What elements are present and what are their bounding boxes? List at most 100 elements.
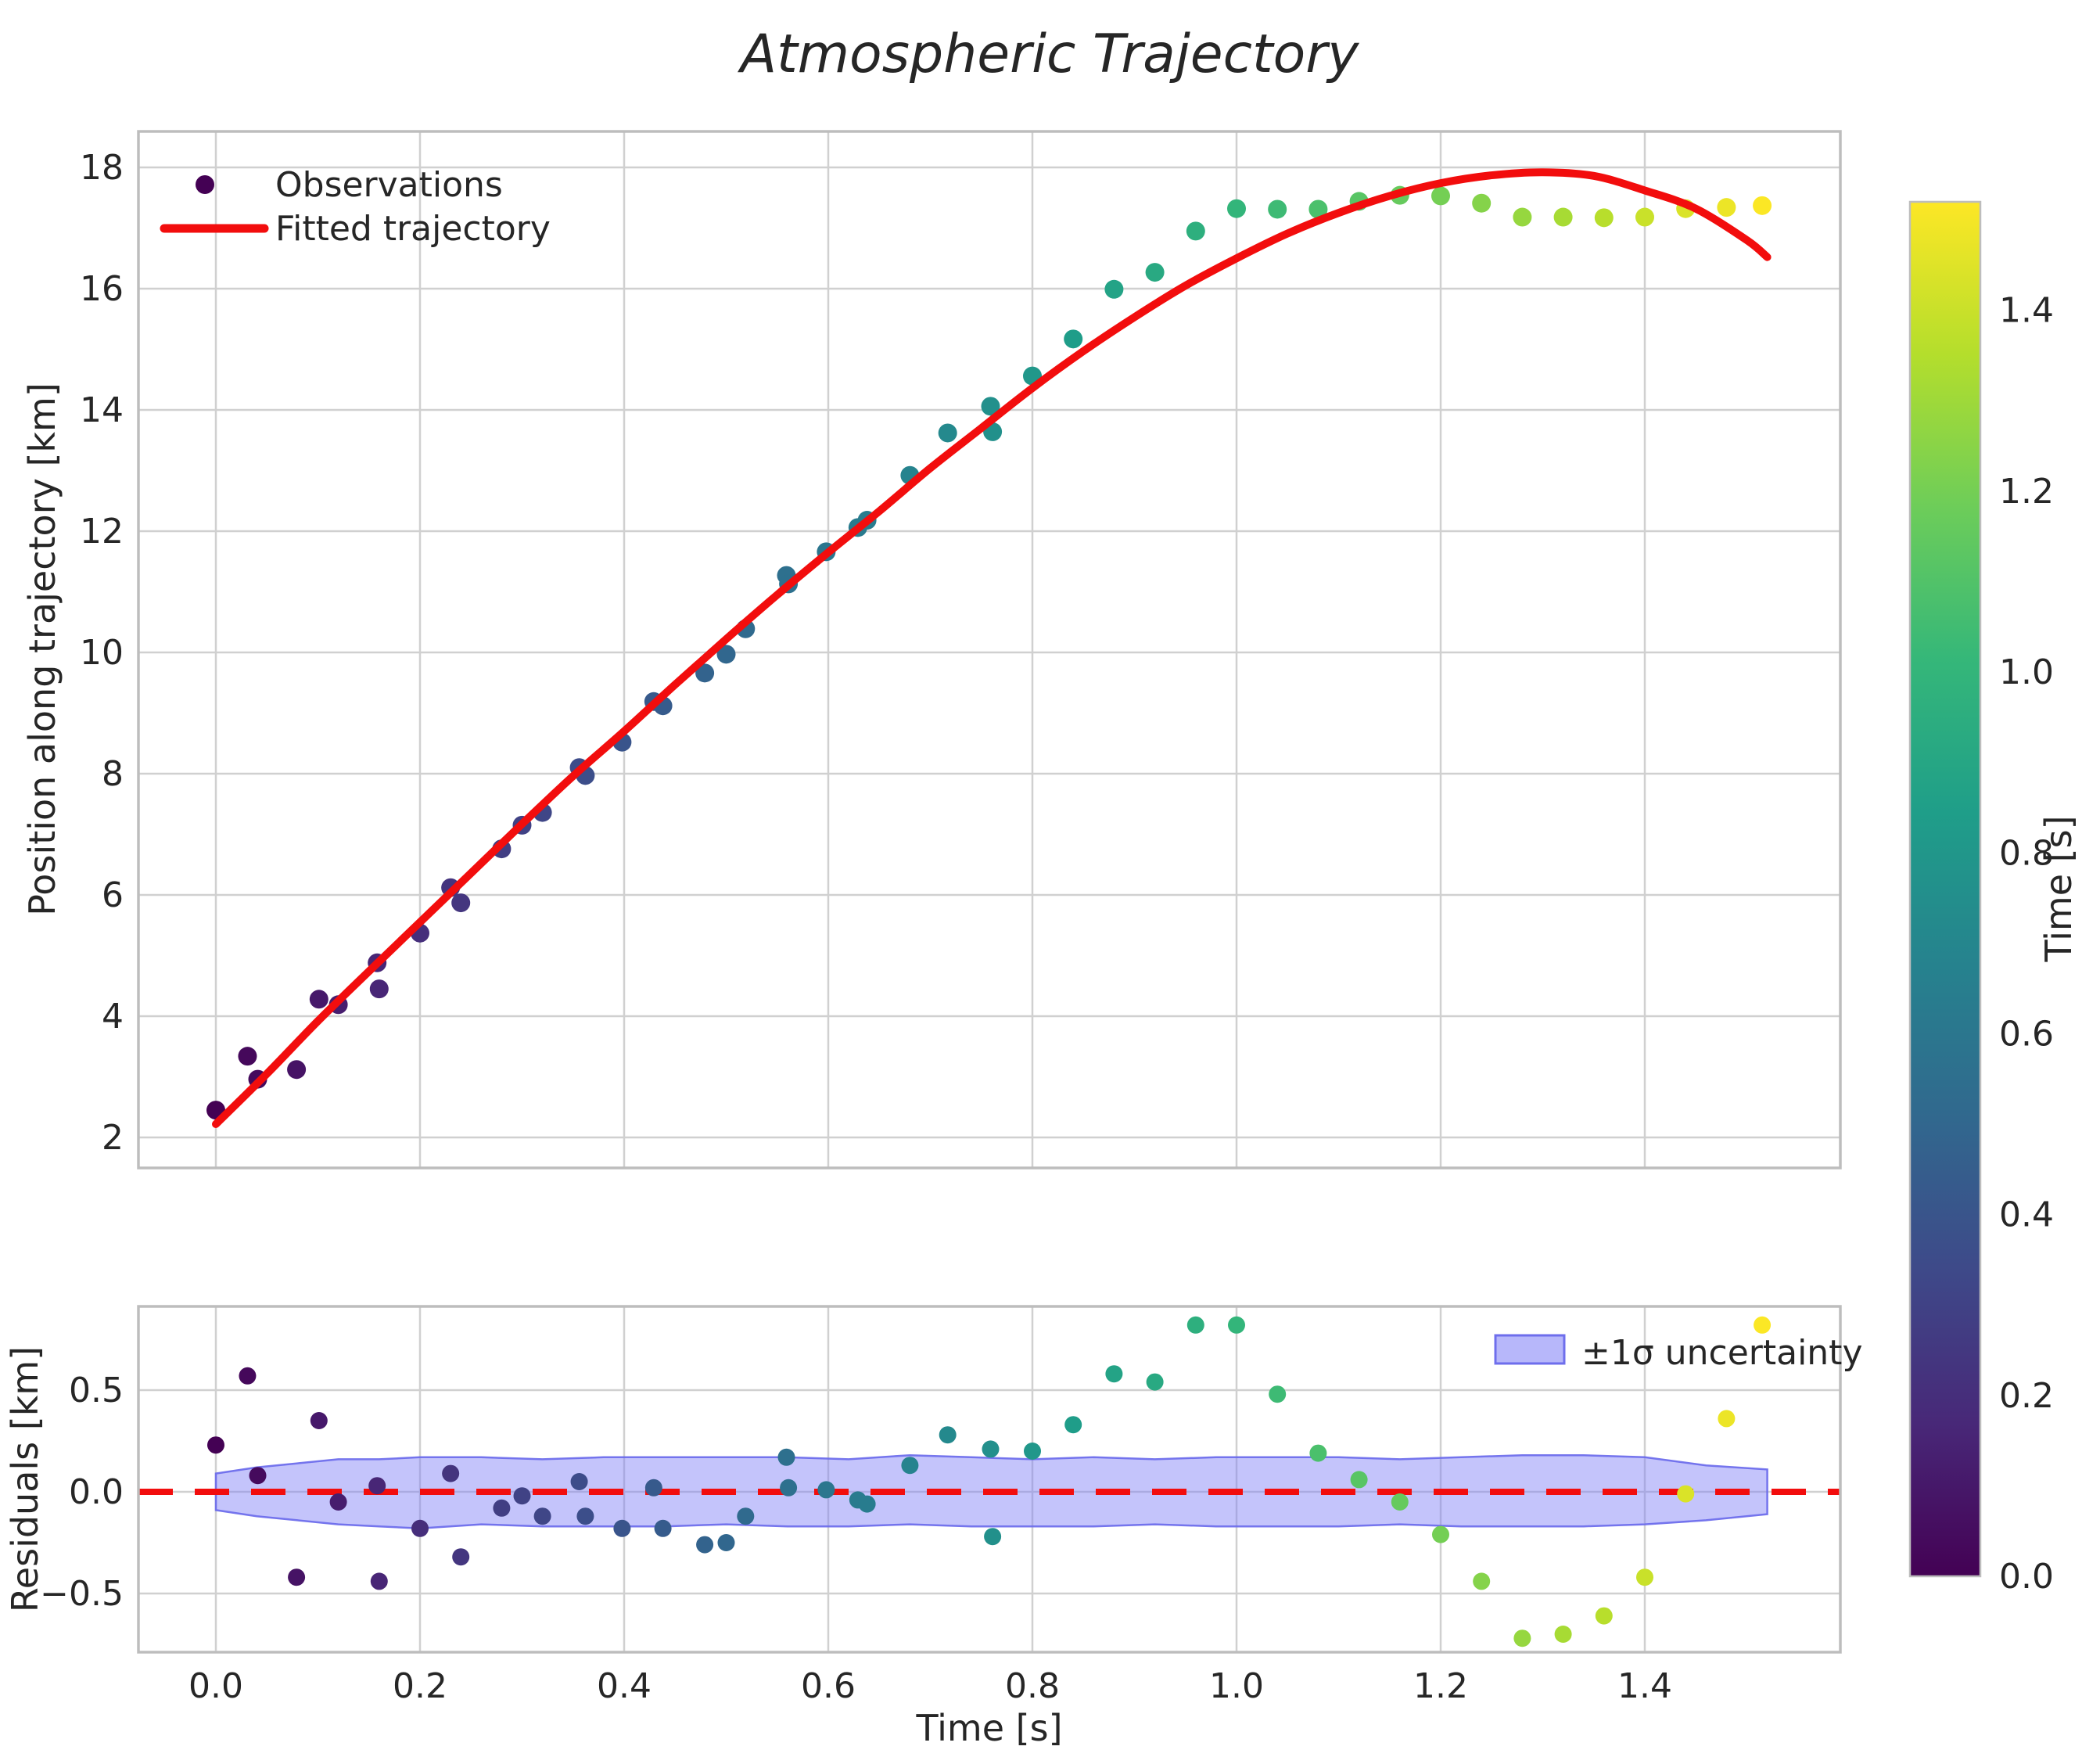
- colorbar-gradient: [1908, 200, 1982, 1578]
- residual-point: [329, 1493, 347, 1511]
- residual-point: [570, 1473, 588, 1490]
- residual-point: [1064, 1416, 1082, 1434]
- residual-point: [1513, 1629, 1531, 1647]
- observation-point: [1717, 198, 1736, 217]
- colorbar-tick-label: 0.6: [1999, 1014, 2054, 1054]
- main-y-tick-label: 4: [102, 997, 124, 1037]
- main-y-tick-label: 12: [80, 512, 124, 552]
- residual-point: [249, 1467, 267, 1485]
- x-axis-label: Time [s]: [915, 1707, 1062, 1749]
- colorbar-tick-label: 1.0: [1999, 652, 2054, 692]
- residual-point: [777, 1448, 795, 1466]
- main-y-tick-label: 10: [80, 633, 124, 673]
- residual-point: [442, 1464, 460, 1482]
- observation-point: [1635, 207, 1654, 227]
- residual-y-tick-label: 0.5: [69, 1371, 124, 1410]
- residual-point: [644, 1479, 662, 1497]
- residual-y-tick-label: 0.0: [69, 1472, 124, 1512]
- observation-point: [1186, 221, 1205, 241]
- observation-point: [1308, 199, 1328, 219]
- legend-observations-label: Observations: [275, 165, 503, 205]
- residual-point: [1677, 1485, 1695, 1503]
- colorbar-tick-label: 1.2: [1999, 472, 2054, 512]
- residual-point: [1269, 1385, 1287, 1403]
- observation-point: [1227, 199, 1246, 218]
- colorbar-tick-label: 0.8: [1999, 833, 2054, 873]
- main-y-tick-label: 2: [102, 1118, 124, 1158]
- residual-point: [901, 1457, 919, 1475]
- colorbar-tick-label: 0.4: [1999, 1195, 2054, 1235]
- residual-point: [370, 1572, 388, 1590]
- residual-point: [239, 1367, 257, 1385]
- residual-point: [817, 1481, 835, 1499]
- residual-point: [939, 1426, 957, 1444]
- residual-point: [1595, 1607, 1613, 1625]
- x-tick-label: 0.0: [188, 1666, 243, 1706]
- legend-band-swatch: [1494, 1334, 1566, 1365]
- observation-point: [1268, 199, 1287, 219]
- main-plot-grid: [138, 131, 1840, 1168]
- observation-point: [1064, 329, 1083, 349]
- main-y-tick-label: 6: [102, 875, 124, 915]
- fitted-trajectory-line: [212, 168, 1772, 1128]
- residual-point: [1024, 1443, 1041, 1460]
- x-tick-label: 0.8: [1005, 1666, 1060, 1706]
- x-tick-label: 1.2: [1413, 1666, 1468, 1706]
- residual-point: [696, 1536, 714, 1554]
- main-legend: Observations Fitted trajectory: [160, 165, 551, 249]
- residual-point: [1105, 1365, 1123, 1383]
- legend-fitted-label: Fitted trajectory: [275, 209, 551, 249]
- colorbar: [1908, 200, 1982, 1578]
- observation-point: [309, 990, 328, 1009]
- residual-legend: ±1σ uncertainty: [1494, 1333, 1862, 1373]
- main-y-axis-label: Position along trajectory [km]: [21, 383, 63, 916]
- residual-point: [533, 1507, 551, 1525]
- x-tick-label: 0.4: [597, 1666, 652, 1706]
- observation-point: [1753, 196, 1772, 215]
- colorbar-tick-label: 1.4: [1999, 291, 2054, 331]
- observation-point: [1594, 208, 1614, 228]
- residual-point: [1554, 1626, 1572, 1643]
- residual-plot-spine: [137, 1305, 1842, 1654]
- residual-point: [858, 1495, 876, 1513]
- residual-point: [1228, 1316, 1245, 1334]
- observation-point: [287, 1060, 307, 1080]
- residual-point: [576, 1507, 594, 1525]
- residual-point: [1754, 1316, 1772, 1334]
- residual-point: [452, 1548, 470, 1566]
- x-tick-label: 1.0: [1209, 1666, 1264, 1706]
- residual-point: [1636, 1568, 1653, 1586]
- residual-point: [613, 1519, 631, 1537]
- x-tick-label: 0.6: [801, 1666, 856, 1706]
- uncertainty-band-layer: [138, 1453, 1840, 1530]
- colorbar-tick-label: 0.0: [1999, 1557, 2054, 1597]
- residual-point: [984, 1528, 1002, 1546]
- residual-point: [1473, 1572, 1491, 1590]
- x-tick-label: 1.4: [1617, 1666, 1672, 1706]
- x-tick-label: 0.2: [393, 1666, 447, 1706]
- main-y-tick-label: 18: [80, 148, 124, 188]
- residual-point: [310, 1412, 328, 1429]
- residual-point: [368, 1477, 386, 1495]
- observation-point: [716, 645, 736, 664]
- residual-point: [513, 1487, 531, 1505]
- residual-point: [1146, 1373, 1164, 1391]
- observation-point: [1145, 263, 1165, 282]
- residual-point: [1391, 1493, 1409, 1511]
- main-y-tick-label: 16: [80, 269, 124, 309]
- observation-point: [1431, 186, 1450, 206]
- colorbar-tick-label: 0.2: [1999, 1376, 2054, 1416]
- legend-band-label: ±1σ uncertainty: [1581, 1333, 1862, 1373]
- axes-spines: [137, 130, 1842, 1654]
- residual-point: [1350, 1471, 1368, 1489]
- legend-observations-marker: [196, 175, 214, 194]
- residual-point: [207, 1436, 224, 1454]
- residual-data-layer: [207, 1316, 1772, 1647]
- main-y-tick-label: 8: [102, 754, 124, 794]
- residual-y-tick-label: −0.5: [40, 1574, 124, 1614]
- residual-point: [288, 1568, 306, 1586]
- residual-point: [1432, 1525, 1449, 1543]
- residual-point: [493, 1499, 511, 1517]
